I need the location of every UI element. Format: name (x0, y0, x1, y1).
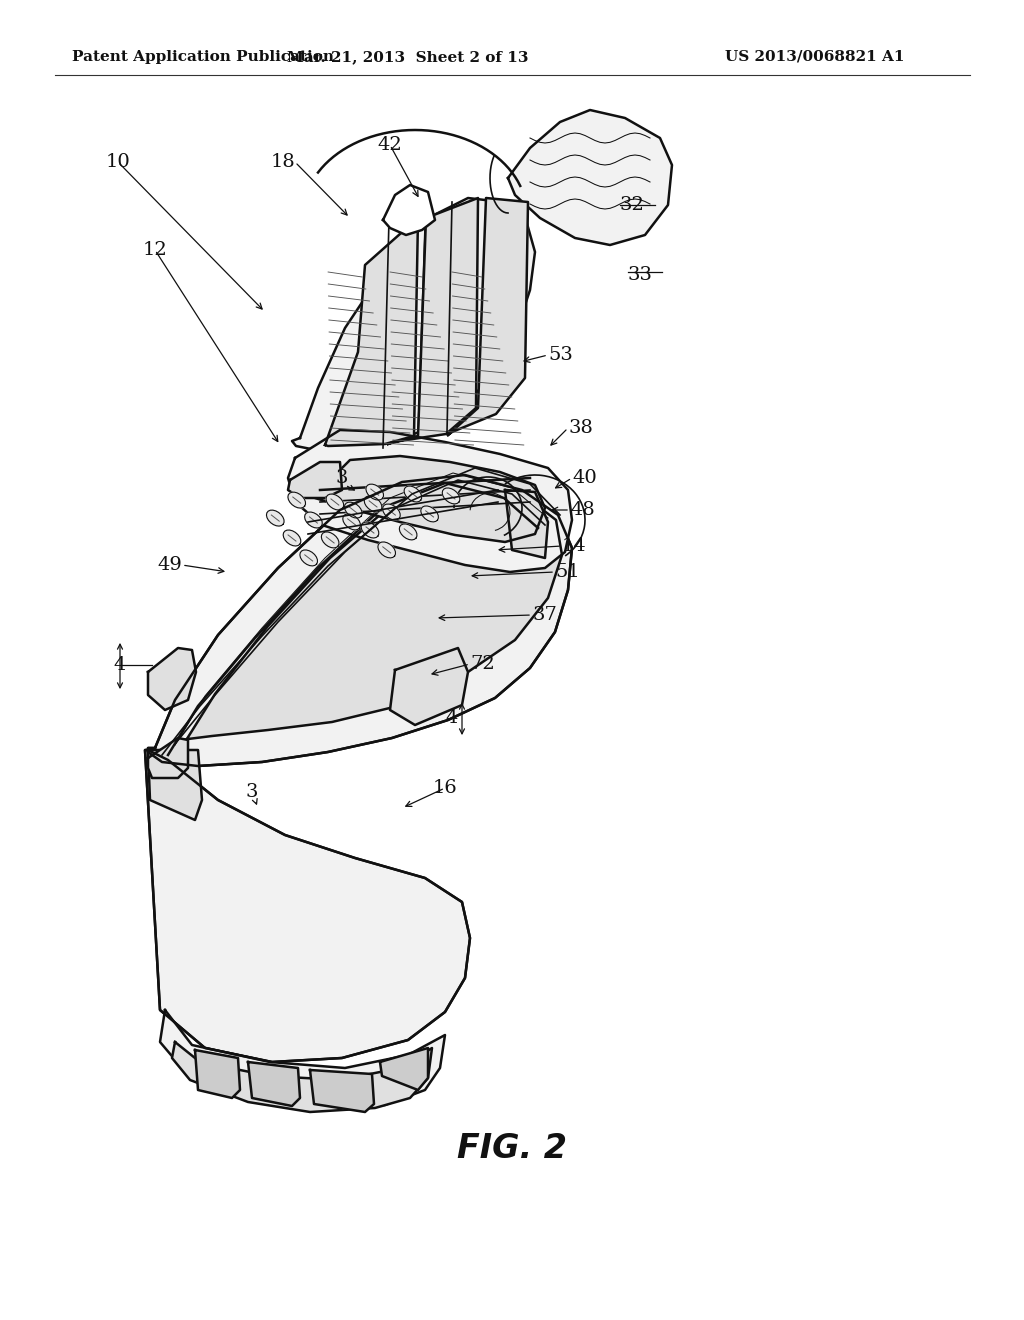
Polygon shape (145, 750, 470, 1063)
Polygon shape (326, 494, 344, 510)
Polygon shape (195, 1049, 240, 1098)
Polygon shape (172, 1041, 432, 1111)
Polygon shape (388, 198, 478, 444)
Text: 72: 72 (470, 655, 495, 673)
Text: 18: 18 (270, 153, 295, 172)
Text: 3: 3 (246, 783, 258, 801)
Polygon shape (390, 648, 468, 725)
Polygon shape (399, 524, 417, 540)
Polygon shape (508, 110, 672, 246)
Polygon shape (304, 512, 323, 528)
Polygon shape (284, 531, 301, 546)
Polygon shape (248, 1063, 300, 1106)
Text: 40: 40 (572, 469, 597, 487)
Text: Patent Application Publication: Patent Application Publication (72, 50, 334, 63)
Polygon shape (380, 1048, 428, 1090)
Text: 4: 4 (114, 656, 126, 675)
Polygon shape (148, 648, 196, 710)
Polygon shape (300, 550, 317, 566)
Text: 38: 38 (568, 418, 593, 437)
Text: 42: 42 (378, 136, 402, 154)
Text: 10: 10 (105, 153, 130, 172)
Polygon shape (378, 543, 395, 558)
Polygon shape (325, 218, 418, 446)
Text: US 2013/0068821 A1: US 2013/0068821 A1 (725, 50, 904, 63)
Polygon shape (148, 750, 202, 820)
Polygon shape (421, 506, 438, 521)
Polygon shape (322, 532, 339, 548)
Polygon shape (383, 504, 400, 520)
Text: 3: 3 (336, 469, 348, 487)
Polygon shape (310, 1071, 374, 1111)
Polygon shape (148, 475, 572, 766)
Text: 37: 37 (532, 606, 557, 624)
Polygon shape (288, 492, 305, 508)
Text: 51: 51 (555, 564, 580, 581)
Polygon shape (442, 488, 460, 504)
Polygon shape (180, 478, 562, 742)
Polygon shape (404, 486, 422, 502)
Polygon shape (288, 462, 342, 498)
Text: 48: 48 (570, 502, 595, 519)
Polygon shape (366, 484, 384, 500)
Polygon shape (292, 198, 535, 451)
Text: 32: 32 (620, 195, 644, 214)
Text: 16: 16 (432, 779, 458, 797)
Polygon shape (505, 490, 548, 558)
Polygon shape (266, 510, 284, 527)
Text: Mar. 21, 2013  Sheet 2 of 13: Mar. 21, 2013 Sheet 2 of 13 (288, 50, 528, 63)
Text: 12: 12 (142, 242, 167, 259)
Polygon shape (365, 496, 382, 512)
Text: 4: 4 (445, 709, 458, 727)
Text: 53: 53 (548, 346, 572, 364)
Polygon shape (383, 185, 435, 235)
Polygon shape (315, 455, 545, 543)
Polygon shape (148, 738, 188, 777)
Text: FIG. 2: FIG. 2 (457, 1131, 567, 1164)
Text: 14: 14 (562, 537, 587, 554)
Text: 49: 49 (157, 556, 182, 574)
Polygon shape (288, 430, 572, 572)
Polygon shape (449, 198, 528, 436)
Polygon shape (344, 502, 362, 517)
Text: 33: 33 (628, 267, 652, 284)
Polygon shape (343, 513, 360, 529)
Polygon shape (361, 523, 379, 539)
Polygon shape (160, 1010, 445, 1107)
